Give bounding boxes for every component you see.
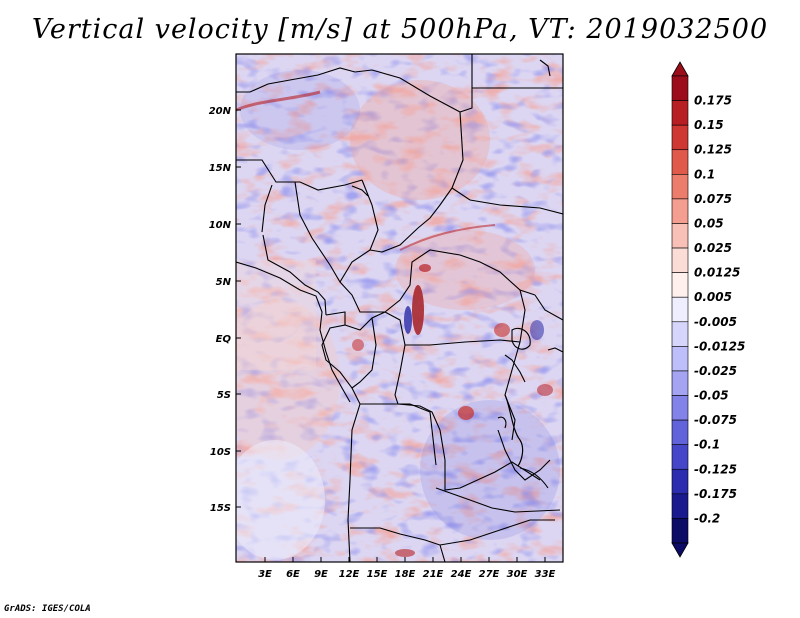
lon-label: 24E bbox=[451, 569, 472, 580]
lon-label: 9E bbox=[314, 569, 328, 580]
lat-label: 5S bbox=[217, 390, 231, 401]
colorbar-bin bbox=[671, 296, 689, 323]
colorbar-label: 0.025 bbox=[694, 241, 732, 255]
colorbar-label: -0.005 bbox=[694, 315, 737, 329]
colorbar-label: 0.15 bbox=[694, 118, 724, 132]
colorbar-bin bbox=[671, 346, 689, 372]
lat-label: 5N bbox=[216, 277, 232, 288]
colorbar-bin bbox=[671, 272, 689, 298]
colorbar-bin bbox=[671, 518, 689, 544]
lon-label: 15E bbox=[367, 569, 388, 580]
colorbar-arrow-min bbox=[671, 542, 689, 558]
colorbar-bin bbox=[671, 493, 689, 519]
colorbar: 0.175 0.15 0.125 0.1 0.075 0.05 0.025 0.0125 0.0… bbox=[671, 61, 745, 558]
country-boundaries bbox=[236, 54, 563, 562]
map-frame bbox=[235, 53, 564, 563]
colorbar-label: -0.175 bbox=[694, 487, 737, 501]
map-title: Vertical velocity [m/s] at 500hPa, VT: 2… bbox=[31, 14, 769, 45]
lon-label: 27E bbox=[479, 569, 500, 580]
colorbar-label: -0.05 bbox=[694, 389, 729, 403]
colorbar-label: -0.0125 bbox=[694, 339, 745, 353]
colorbar-bin bbox=[671, 149, 689, 175]
colorbar-label: 0.1 bbox=[694, 167, 715, 181]
colorbar-label: 0.05 bbox=[694, 216, 724, 230]
convective-cell bbox=[537, 384, 553, 396]
lat-label: 10S bbox=[210, 447, 231, 458]
colorbar-label: 0.175 bbox=[694, 94, 732, 108]
lat-label: 15N bbox=[209, 163, 232, 174]
lon-label: 3E bbox=[258, 569, 272, 580]
convective-cell bbox=[395, 549, 415, 557]
colorbar-bin bbox=[671, 100, 689, 126]
colorbar-label: -0.125 bbox=[694, 462, 737, 476]
downdraft-cell bbox=[404, 306, 412, 334]
colorbar-bin bbox=[671, 395, 689, 421]
colorbar-bin bbox=[671, 370, 689, 396]
lat-label: 15S bbox=[210, 503, 231, 514]
vertical-velocity-field bbox=[236, 54, 563, 562]
grads-credit: GrADS: IGES/COLA bbox=[4, 604, 91, 614]
convective-cell bbox=[419, 264, 431, 272]
colorbar-label: 0.005 bbox=[694, 290, 732, 304]
colorbar-label: -0.1 bbox=[694, 438, 720, 452]
latitude-axis: 20N 15N 10N 5N EQ 5S 10S 15S bbox=[209, 106, 241, 514]
colorbar-bin bbox=[671, 419, 689, 445]
colorbar-bin bbox=[671, 468, 689, 495]
longitude-axis: 3E 6E 9E 12E 15E 18E 21E 24E 27E 30E 33E bbox=[258, 557, 556, 580]
lon-label: 6E bbox=[286, 569, 300, 580]
colorbar-bin bbox=[671, 174, 689, 200]
downdraft-cell bbox=[530, 320, 544, 340]
convective-cell bbox=[494, 323, 510, 337]
lon-label: 30E bbox=[507, 569, 528, 580]
colorbar-label: 0.125 bbox=[694, 143, 732, 157]
lon-label: 21E bbox=[423, 569, 444, 580]
lon-label: 18E bbox=[395, 569, 416, 580]
colorbar-label: -0.2 bbox=[694, 511, 720, 525]
colorbar-bin bbox=[671, 444, 689, 470]
convective-cell bbox=[412, 285, 424, 335]
colorbar-bin bbox=[671, 321, 689, 347]
colorbar-label: 0.0125 bbox=[694, 266, 740, 280]
colorbar-arrow-max bbox=[671, 61, 689, 77]
colorbar-label: -0.025 bbox=[694, 364, 737, 378]
convective-cell bbox=[458, 406, 474, 420]
colorbar-bin bbox=[671, 223, 689, 249]
colorbar-label: -0.075 bbox=[694, 413, 737, 427]
lon-label: 33E bbox=[535, 569, 556, 580]
convective-cell bbox=[352, 339, 364, 351]
lat-label: 10N bbox=[209, 220, 232, 231]
colorbar-label: 0.075 bbox=[694, 192, 732, 206]
colorbar-bin bbox=[671, 75, 689, 101]
colorbar-bin bbox=[671, 247, 689, 273]
colorbar-bin bbox=[671, 198, 689, 224]
lat-label: 20N bbox=[209, 106, 232, 117]
lon-label: 12E bbox=[339, 569, 360, 580]
lat-label: EQ bbox=[216, 334, 232, 345]
colorbar-bin bbox=[671, 124, 689, 151]
